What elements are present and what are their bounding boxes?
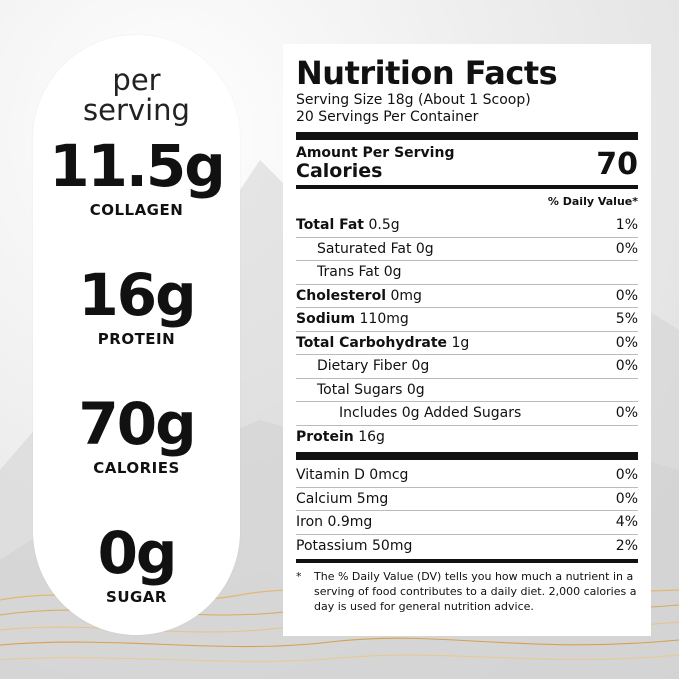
nutrient-row: Dietary Fiber 0g 0%	[296, 354, 638, 378]
vitamin-name: Calcium 5mg	[296, 490, 389, 507]
nutrient-row: Total Fat 0.5g 1%	[296, 213, 638, 237]
serving-size: Serving Size 18g (About 1 Scoop)	[296, 92, 531, 108]
nutrient-amount: 0mg	[386, 287, 422, 304]
vitamin-dv: 2%	[615, 537, 638, 554]
divider-medium	[296, 185, 638, 189]
vitamin-name: Iron 0.9mg	[296, 514, 373, 531]
nutrient-dv: 0%	[615, 405, 638, 422]
divider-medium	[296, 559, 638, 563]
nutrient-amount: 110mg	[355, 311, 409, 328]
nutrient-amount: Saturated Fat 0g	[317, 240, 434, 257]
vitamin-dv: 0%	[615, 466, 638, 483]
calories-row: Amount Per Serving Calories 70	[296, 140, 638, 185]
stat-value: 11.5g	[49, 132, 226, 200]
nutrient-row: Sodium 110mg 5%	[296, 307, 638, 331]
nutrient-row: Total Carbohydrate 1g 0%	[296, 330, 638, 355]
vitamin-dv: 4%	[615, 514, 638, 531]
stat-label: PROTEIN	[97, 330, 176, 348]
nutrient-dv: 1%	[615, 216, 638, 233]
stat-value: 0g	[97, 519, 178, 587]
vitamin-row: Potassium 50mg 2%	[296, 533, 638, 558]
nutrient-row: Trans Fat 0g	[296, 260, 638, 284]
calories-label: Calories	[296, 160, 383, 182]
per-serving-heading: per serving	[83, 63, 190, 127]
nutrient-row: Protein 16g	[296, 424, 638, 449]
stat-calories: 70g CALORIES	[78, 390, 196, 477]
footnote-asterisk: *	[296, 570, 302, 583]
nutrient-name-bold: Protein	[296, 428, 354, 445]
nutrient-name-bold: Total Fat	[296, 216, 365, 233]
nutrient-amount: Includes 0g Added Sugars	[339, 405, 522, 422]
nutrient-row: Includes 0g Added Sugars 0%	[296, 401, 638, 425]
nutrient-name-bold: Sodium	[296, 311, 356, 328]
nutrient-dv: 0%	[615, 240, 638, 257]
nutrient-dv: 0%	[615, 287, 638, 304]
servings-per-container: 20 Servings Per Container	[296, 109, 479, 125]
nutrient-amount: Dietary Fiber 0g	[317, 358, 430, 375]
nutrient-amount: 0.5g	[364, 216, 400, 233]
nutrient-amount: Total Sugars 0g	[317, 381, 425, 398]
stat-sugar: 0g SUGAR	[97, 519, 178, 606]
nutrient-dv: 0%	[615, 334, 638, 351]
vitamin-dv: 0%	[615, 490, 638, 507]
nutrient-amount: 16g	[353, 428, 385, 445]
vitamin-list: Vitamin D 0mcg 0% Calcium 5mg 0% Iron 0.…	[296, 460, 638, 557]
stat-label: SUGAR	[106, 588, 167, 606]
vitamin-name: Potassium 50mg	[296, 537, 413, 554]
per-serving-summary-pill: per serving 11.5g COLLAGEN 16g PROTEIN 7…	[33, 35, 240, 635]
nutrient-name-bold: Cholesterol	[296, 287, 386, 304]
nutrient-dv: 5%	[615, 311, 638, 328]
nutrient-list: Total Fat 0.5g 1% Saturated Fat 0g 0% Tr…	[296, 213, 638, 448]
daily-value-header: % Daily Value*	[547, 195, 638, 208]
nutrient-row: Saturated Fat 0g 0%	[296, 236, 638, 261]
nutrition-facts-title: Nutrition Facts	[296, 54, 558, 92]
divider-thick	[296, 452, 638, 460]
nutrient-row: Cholesterol 0mg 0%	[296, 283, 638, 308]
nutrient-amount: Trans Fat 0g	[317, 264, 402, 281]
stat-label: CALORIES	[93, 459, 180, 477]
nutrient-dv: 0%	[615, 358, 638, 375]
footnote-text: The % Daily Value (DV) tells you how muc…	[314, 570, 637, 613]
stat-label: COLLAGEN	[89, 201, 184, 219]
daily-value-footnote: * The % Daily Value (DV) tells you how m…	[296, 563, 638, 614]
nutrition-facts-panel: Nutrition Facts Serving Size 18g (About …	[283, 44, 651, 636]
divider-thick	[296, 132, 638, 140]
stat-value: 16g	[78, 261, 196, 329]
calories-value: 70	[596, 147, 638, 182]
vitamin-name: Vitamin D 0mcg	[296, 466, 409, 483]
vitamin-row: Calcium 5mg 0%	[296, 486, 638, 511]
nutrient-amount: 1g	[447, 334, 470, 351]
amount-per-serving-label: Amount Per Serving	[296, 145, 455, 161]
nutrient-name-bold: Total Carbohydrate	[296, 334, 448, 351]
nutrient-row: Total Sugars 0g	[296, 377, 638, 402]
stat-collagen: 11.5g COLLAGEN	[49, 132, 226, 219]
stat-protein: 16g PROTEIN	[78, 261, 196, 348]
vitamin-row: Vitamin D 0mcg 0%	[296, 463, 638, 487]
stat-value: 70g	[78, 390, 196, 458]
vitamin-row: Iron 0.9mg 4%	[296, 510, 638, 534]
